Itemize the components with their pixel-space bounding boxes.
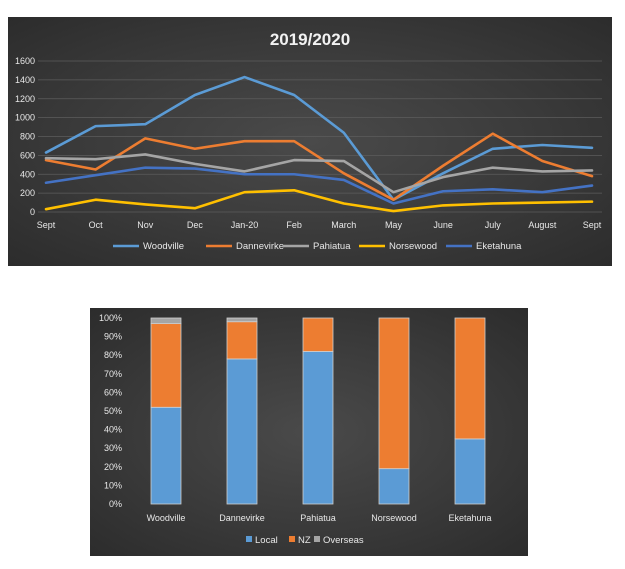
x-tick-label: Pahiatua <box>300 513 336 523</box>
y-tick-label: 1600 <box>15 56 35 66</box>
y-tick-label: 1200 <box>15 94 35 104</box>
bar-segment-nz <box>226 321 258 360</box>
x-tick-label: Nov <box>137 220 154 230</box>
legend-label: Local <box>255 535 278 546</box>
y-tick-label: 400 <box>20 169 35 179</box>
x-tick-label: June <box>433 220 453 230</box>
line-chart-panel: 2019/2020 0 200 400 600 800 1000 1200 1400 1600 S… <box>8 17 612 266</box>
bar-segment-overseas <box>150 317 182 324</box>
legend-label: Eketahuna <box>476 241 522 252</box>
x-tick-label: July <box>485 220 502 230</box>
bar-segment-overseas <box>226 317 258 323</box>
series-line-dannevirke <box>44 132 594 202</box>
y-tick-label: 30% <box>104 443 122 453</box>
x-tick-label: Dannevirke <box>219 513 265 523</box>
y-tick-label: 50% <box>104 406 122 416</box>
stacked-bar-chart-panel: 0% 10% 20% 30% 40% 50% 60% 70% 80% 90% 100% Woodvil… <box>90 308 528 556</box>
chart-title: 2019/2020 <box>270 30 350 49</box>
x-tick-label: Eketahuna <box>448 513 491 523</box>
y-tick-label: 0% <box>109 499 122 509</box>
bar-segment-local <box>150 406 182 505</box>
stacked-bar-chart: 0% 10% 20% 30% 40% 50% 60% 70% 80% 90% 100% Woodvil… <box>99 313 492 546</box>
y-tick-label: 1000 <box>15 113 35 123</box>
legend-swatch <box>289 536 295 542</box>
bar-segment-nz <box>454 317 486 440</box>
bar-segment-local <box>226 358 258 505</box>
bar-segment-local <box>454 438 486 505</box>
series-line-woodville <box>44 75 594 202</box>
line-chart: 2019/2020 0 200 400 600 800 1000 1200 1400 1600 S… <box>15 30 602 252</box>
y-tick-label: 80% <box>104 350 122 360</box>
bar-segment-nz <box>150 323 182 408</box>
bar-segment-nz <box>302 317 334 352</box>
legend-label: Norsewood <box>389 241 437 252</box>
bar-segment-local <box>302 351 334 505</box>
x-tick-label: Norsewood <box>371 513 417 523</box>
y-tick-label: 10% <box>104 480 122 490</box>
y-tick-label: 200 <box>20 188 35 198</box>
y-tick-label: 70% <box>104 369 122 379</box>
series-line-pahiatua <box>44 153 594 194</box>
legend-swatch <box>314 536 320 542</box>
y-tick-label: 100% <box>99 313 122 323</box>
x-tick-label: Sept <box>37 220 56 230</box>
y-tick-label: 0 <box>30 207 35 217</box>
y-tick-label: 800 <box>20 132 35 142</box>
legend-label: Woodville <box>143 241 184 252</box>
legend-label: Overseas <box>323 535 364 546</box>
y-tick-label: 600 <box>20 150 35 160</box>
series-line-eketahuna <box>44 166 594 205</box>
x-tick-label: Dec <box>187 220 204 230</box>
x-tick-label: May <box>385 220 403 230</box>
x-tick-label: Feb <box>286 220 302 230</box>
y-tick-label: 40% <box>104 425 122 435</box>
x-tick-label: Sept <box>583 220 602 230</box>
series-line-norsewood <box>44 188 594 213</box>
legend-label: Pahiatua <box>313 241 351 252</box>
bar-segment-local <box>378 468 410 505</box>
y-tick-label: 1400 <box>15 75 35 85</box>
y-tick-label: 60% <box>104 387 122 397</box>
legend-label: NZ <box>298 535 311 546</box>
x-tick-label: Oct <box>89 220 104 230</box>
legend-swatch <box>246 536 252 542</box>
x-tick-label: March <box>331 220 356 230</box>
y-tick-label: 90% <box>104 332 122 342</box>
x-tick-label: Jan-20 <box>231 220 259 230</box>
x-tick-label: August <box>528 220 557 230</box>
bar-segment-nz <box>378 317 410 470</box>
y-tick-label: 20% <box>104 462 122 472</box>
x-tick-label: Woodville <box>147 513 186 523</box>
legend-label: Dannevirke <box>236 241 284 252</box>
